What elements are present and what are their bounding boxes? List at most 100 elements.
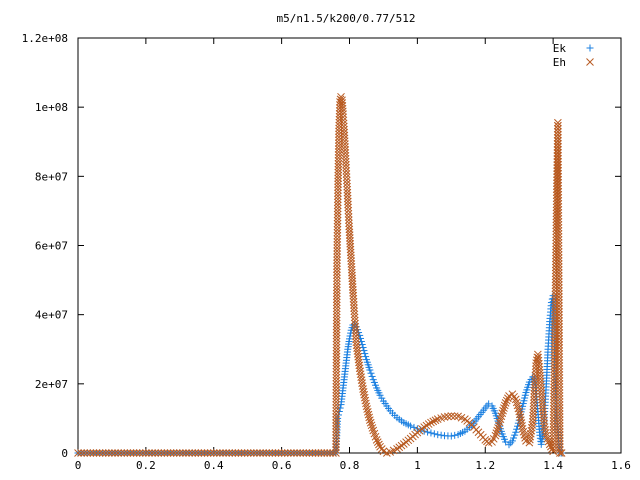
- data-point-eh: [447, 412, 456, 420]
- data-point-eh: [556, 440, 564, 448]
- data-point-eh: [554, 154, 562, 163]
- data-point-eh: [372, 436, 381, 444]
- data-point-eh: [554, 196, 563, 205]
- data-point-eh: [549, 429, 558, 437]
- data-point-eh: [332, 280, 341, 289]
- data-point-eh: [265, 449, 274, 457]
- data-point-eh: [256, 449, 264, 457]
- data-point-eh: [148, 449, 156, 457]
- series-ek: [74, 292, 566, 457]
- data-point-eh: [333, 253, 341, 261]
- data-point-eh: [231, 449, 240, 457]
- data-point-eh: [530, 383, 539, 392]
- data-point-eh: [333, 274, 341, 283]
- data-point-eh: [554, 205, 563, 214]
- data-point-ek: [357, 337, 365, 345]
- data-point-eh: [529, 402, 538, 411]
- data-point-eh: [332, 355, 341, 364]
- data-point-eh: [343, 188, 352, 197]
- data-point-eh: [536, 380, 545, 389]
- data-point-eh: [334, 186, 342, 195]
- data-point-ek: [360, 347, 368, 355]
- data-point-ek: [451, 431, 459, 439]
- data-point-eh: [341, 140, 349, 148]
- data-point-eh: [555, 323, 563, 331]
- data-point-eh: [513, 401, 522, 410]
- y-tick-label: 1.2e+08: [22, 32, 68, 45]
- data-point-eh: [555, 407, 564, 415]
- data-point-eh: [332, 313, 341, 322]
- data-point-eh: [222, 449, 230, 457]
- data-point-eh: [334, 189, 342, 198]
- legend-label-ek: Ek: [553, 42, 567, 55]
- y-tick-label: 6e+07: [35, 240, 68, 253]
- data-point-eh: [347, 254, 355, 263]
- data-point-eh: [554, 127, 562, 136]
- data-point-eh: [541, 428, 550, 437]
- data-point-eh: [491, 431, 500, 440]
- data-point-eh: [342, 173, 351, 182]
- data-point-eh: [332, 400, 341, 409]
- data-point-eh: [555, 383, 564, 391]
- data-point-eh: [350, 313, 359, 322]
- data-point-eh: [283, 449, 292, 457]
- data-point-eh: [332, 316, 341, 325]
- data-point-ek: [512, 428, 520, 436]
- data-point-eh: [350, 310, 359, 319]
- data-point-eh: [317, 449, 326, 457]
- data-point-eh: [334, 174, 343, 183]
- data-point-eh: [537, 389, 546, 398]
- data-point-ek: [437, 431, 445, 439]
- data-point-eh: [334, 162, 343, 171]
- data-point-ek: [378, 394, 386, 402]
- data-point-eh: [555, 314, 563, 322]
- data-point-eh: [332, 425, 340, 433]
- data-point-eh: [333, 222, 342, 231]
- data-point-eh: [444, 412, 452, 421]
- data-point-eh: [311, 449, 320, 457]
- data-point-eh: [529, 414, 537, 423]
- data-point-eh: [554, 247, 563, 256]
- data-point-eh: [340, 128, 349, 137]
- data-point-eh: [344, 213, 353, 221]
- data-point-eh: [555, 302, 563, 310]
- data-point-eh: [556, 449, 564, 457]
- data-point-eh: [342, 170, 351, 178]
- data-point-eh: [554, 184, 563, 193]
- data-point-eh: [555, 425, 564, 433]
- data-point-eh: [332, 310, 341, 319]
- data-point-eh: [114, 449, 122, 457]
- data-point-eh: [518, 424, 527, 433]
- data-point-eh: [345, 225, 354, 234]
- data-point-eh: [555, 404, 564, 412]
- data-point-eh: [323, 449, 332, 457]
- data-point-eh: [246, 449, 255, 457]
- data-point-eh: [496, 415, 505, 424]
- data-point-eh: [351, 329, 360, 337]
- data-point-eh: [554, 241, 563, 250]
- data-point-eh: [219, 449, 227, 457]
- data-point-eh: [554, 166, 563, 175]
- data-point-eh: [332, 376, 341, 385]
- data-point-eh: [343, 182, 351, 191]
- data-point-eh: [520, 430, 529, 439]
- data-point-eh: [344, 203, 352, 212]
- data-point-eh: [142, 449, 150, 457]
- data-point-eh: [555, 377, 564, 385]
- data-point-eh: [332, 346, 341, 355]
- data-point-eh: [555, 386, 564, 394]
- data-point-ek: [368, 372, 376, 380]
- data-point-eh: [332, 295, 341, 304]
- data-point-eh: [86, 449, 95, 457]
- data-point-eh: [340, 131, 349, 140]
- data-point-eh: [333, 241, 342, 249]
- data-point-ek: [361, 350, 369, 358]
- data-point-eh: [340, 122, 348, 131]
- data-point-eh: [498, 409, 507, 418]
- data-point-eh: [203, 449, 212, 457]
- data-point-eh: [549, 441, 558, 450]
- data-point-eh: [151, 449, 159, 457]
- data-point-eh: [332, 419, 340, 427]
- data-point-ek: [376, 391, 384, 399]
- data-point-eh: [163, 449, 172, 457]
